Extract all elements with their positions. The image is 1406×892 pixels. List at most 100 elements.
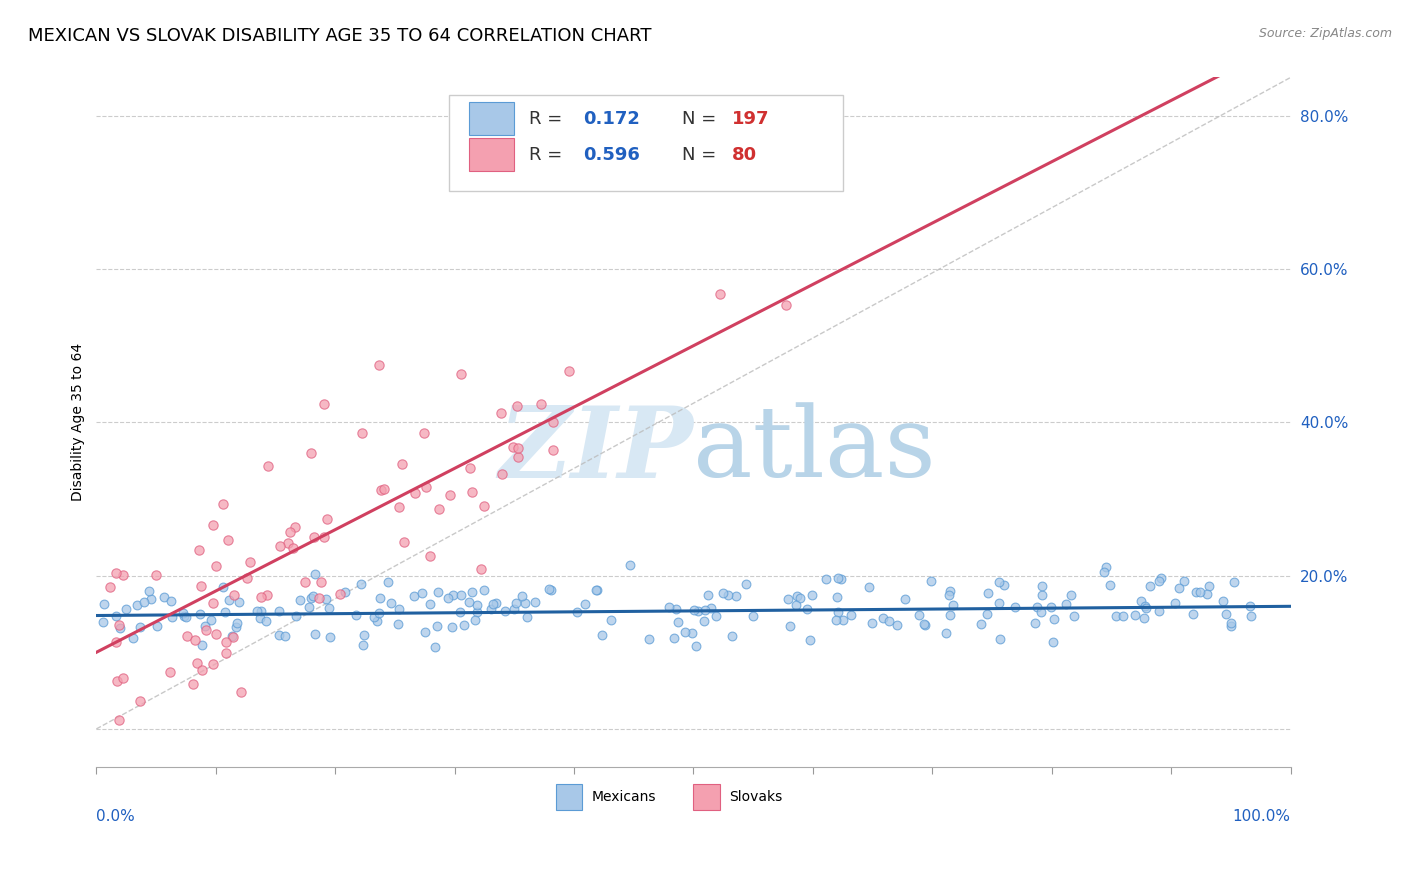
Point: [194, 619, 217, 633]
Point: [304, 530, 326, 544]
FancyBboxPatch shape: [693, 784, 720, 810]
Point: [939, 584, 962, 599]
Point: [1212, 593, 1234, 607]
Point: [211, 497, 233, 511]
Point: [912, 617, 935, 632]
Point: [704, 608, 727, 623]
Point: [159, 594, 181, 608]
Point: [217, 533, 239, 548]
Point: [1042, 611, 1064, 625]
Point: [1031, 605, 1053, 619]
Point: [814, 572, 837, 586]
Point: [1042, 635, 1064, 649]
Point: [484, 596, 506, 610]
Point: [1004, 599, 1026, 614]
Point: [565, 605, 588, 619]
Point: [215, 634, 238, 648]
Point: [1129, 593, 1152, 607]
Point: [215, 646, 238, 660]
Point: [1215, 607, 1237, 622]
Point: [716, 588, 738, 602]
Text: MEXICAN VS SLOVAK DISABILITY AGE 35 TO 64 CORRELATION CHART: MEXICAN VS SLOVAK DISABILITY AGE 35 TO 6…: [28, 27, 651, 45]
Point: [920, 574, 942, 588]
Point: [284, 520, 307, 534]
Point: [725, 589, 748, 603]
Point: [591, 628, 613, 642]
Point: [159, 665, 181, 680]
Point: [344, 608, 367, 623]
Point: [585, 583, 607, 598]
Point: [402, 590, 425, 604]
Point: [112, 671, 135, 685]
Point: [1133, 599, 1156, 614]
Point: [427, 585, 450, 599]
Point: [162, 610, 184, 624]
Point: [221, 629, 243, 643]
Point: [988, 632, 1011, 646]
Point: [666, 615, 689, 629]
Point: [441, 588, 464, 602]
Point: [872, 611, 894, 625]
Point: [415, 479, 437, 493]
Point: [1173, 574, 1195, 588]
Point: [1099, 578, 1122, 592]
Point: [1195, 587, 1218, 601]
Point: [249, 611, 271, 625]
Point: [254, 614, 277, 628]
Point: [250, 604, 273, 618]
Point: [211, 580, 233, 594]
Point: [404, 486, 426, 500]
Point: [1026, 600, 1049, 615]
Point: [205, 559, 228, 574]
Point: [491, 406, 513, 420]
Point: [464, 614, 486, 628]
Point: [825, 613, 848, 627]
Point: [827, 570, 849, 584]
Point: [1181, 607, 1204, 622]
Point: [108, 618, 131, 632]
Point: [938, 607, 960, 622]
Point: [449, 606, 471, 620]
Point: [1063, 608, 1085, 623]
Point: [1054, 597, 1077, 611]
Text: Slovaks: Slovaks: [730, 790, 783, 804]
Point: [304, 627, 326, 641]
Point: [110, 621, 132, 635]
Point: [105, 674, 128, 689]
Point: [465, 598, 488, 612]
Point: [801, 588, 824, 602]
Point: [269, 539, 291, 553]
Point: [429, 501, 451, 516]
Point: [301, 589, 323, 603]
Point: [308, 591, 330, 605]
Point: [465, 606, 488, 620]
Point: [976, 607, 998, 622]
Point: [309, 575, 332, 590]
Text: N =: N =: [682, 145, 721, 164]
Point: [284, 609, 307, 624]
Point: [290, 593, 312, 607]
Point: [481, 602, 503, 616]
Point: [437, 591, 460, 605]
Point: [1198, 579, 1220, 593]
Point: [574, 598, 596, 612]
Point: [1220, 615, 1243, 630]
Point: [202, 518, 225, 533]
Point: [472, 500, 495, 514]
Point: [91, 615, 114, 630]
Point: [176, 630, 198, 644]
Point: [830, 572, 852, 586]
Point: [827, 590, 849, 604]
Point: [218, 592, 240, 607]
Point: [1135, 601, 1157, 615]
Point: [482, 597, 505, 611]
Point: [658, 599, 681, 614]
Point: [277, 536, 299, 550]
Point: [222, 630, 245, 644]
Point: [145, 619, 167, 633]
Point: [472, 582, 495, 597]
Point: [281, 541, 304, 555]
Point: [391, 457, 413, 471]
Point: [1092, 565, 1115, 579]
Point: [256, 588, 278, 602]
